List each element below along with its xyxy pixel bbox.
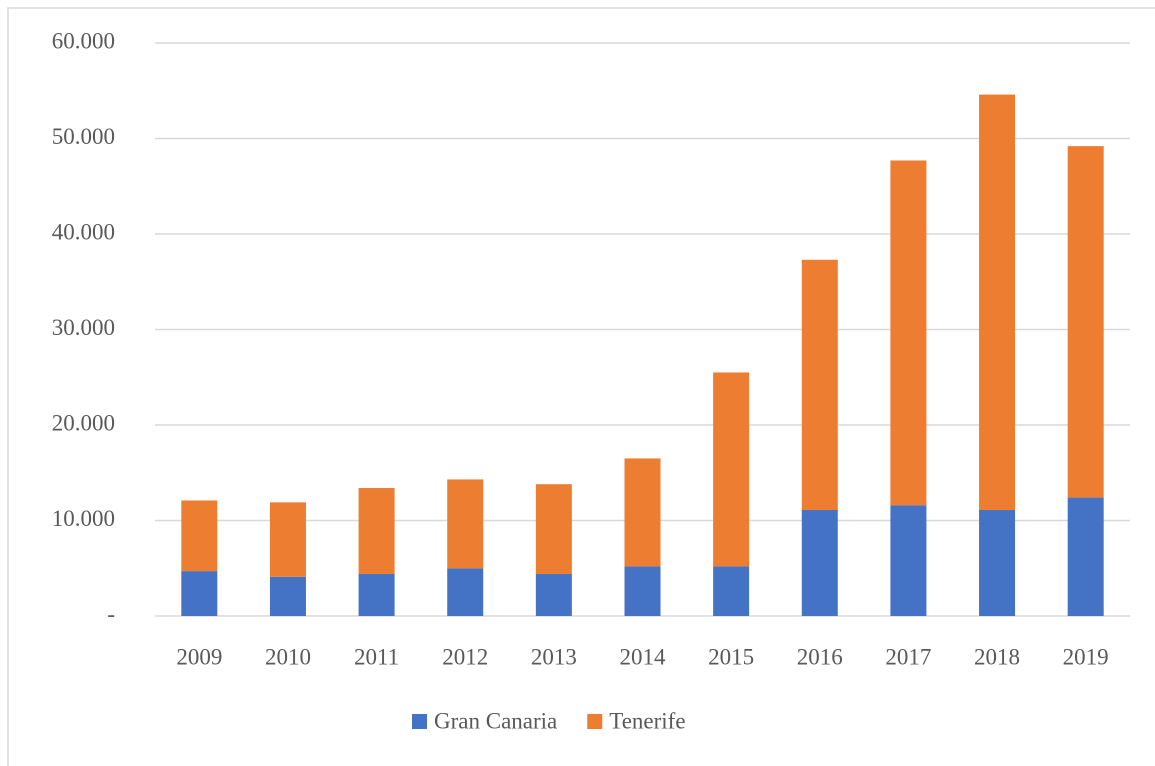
x-tick-label: 2009 — [176, 644, 222, 669]
y-tick-label: 40.000 — [52, 219, 115, 244]
legend-swatch — [412, 714, 427, 729]
legend-label: Gran Canaria — [434, 708, 557, 733]
bar-segment — [181, 571, 218, 616]
legend-swatch — [587, 714, 603, 729]
bar-segment — [535, 484, 572, 574]
bar-segment — [447, 568, 484, 616]
x-tick-label: 2010 — [265, 644, 311, 669]
x-tick-label: 2018 — [974, 644, 1020, 669]
y-tick-label: 50.000 — [52, 124, 115, 149]
legend-label: Tenerife — [609, 708, 685, 733]
bar-segment — [1067, 497, 1104, 616]
x-tick-label: 2015 — [708, 644, 754, 669]
x-tick-label: 2011 — [354, 644, 399, 669]
bar-segment — [269, 576, 306, 616]
bar-segment — [624, 566, 661, 616]
x-tick-label: 2017 — [885, 644, 931, 669]
x-tick-label: 2012 — [442, 644, 488, 669]
bar-segment — [447, 479, 484, 569]
x-tick-label: 2016 — [797, 644, 843, 669]
y-tick-label: - — [107, 601, 115, 626]
x-tick-label: 2013 — [531, 644, 577, 669]
bar-segment — [979, 509, 1016, 616]
bar-segment — [181, 500, 218, 572]
bar-segment — [535, 573, 572, 616]
y-tick-label: 20.000 — [52, 410, 115, 435]
y-tick-label: 60.000 — [52, 28, 115, 53]
bar-segment — [801, 259, 838, 510]
bar-segment — [890, 505, 927, 616]
bar-segment — [624, 458, 661, 567]
bar-segment — [713, 372, 750, 567]
x-tick-label: 2019 — [1063, 644, 1109, 669]
y-tick-label: 30.000 — [52, 315, 115, 340]
y-tick-label: 10.000 — [52, 506, 115, 531]
bar-segment — [801, 509, 838, 616]
chart-frame — [7, 7, 1155, 766]
bar-segment — [1067, 146, 1104, 498]
bar-segment — [358, 488, 395, 574]
bar-segment — [713, 566, 750, 616]
bar-segment — [890, 160, 927, 506]
bar-segment — [979, 94, 1016, 510]
bar-segment — [269, 502, 306, 577]
bar-segment — [358, 573, 395, 616]
x-tick-label: 2014 — [620, 644, 667, 669]
